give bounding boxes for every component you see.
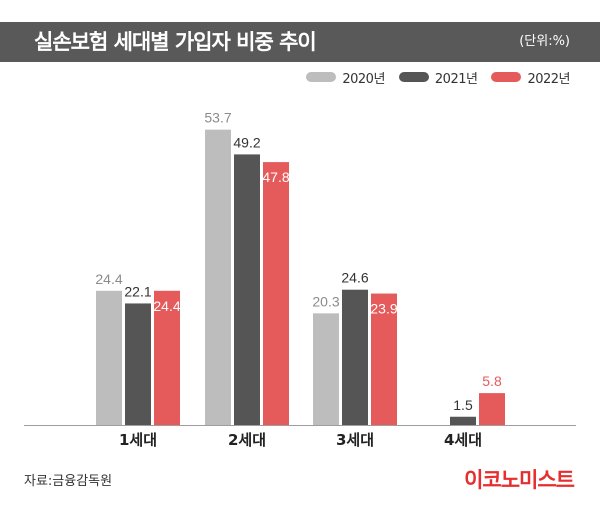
category-label: 3세대 <box>336 431 374 449</box>
bar-3-2022년 <box>371 293 397 425</box>
bar-1-2021년 <box>125 303 151 425</box>
legend-item-2020: 2020년 <box>306 68 385 87</box>
data-label: 24.6 <box>341 270 368 286</box>
bar-1-2020년 <box>96 290 122 425</box>
legend-label-2022: 2022년 <box>527 71 570 87</box>
data-label: 1.5 <box>453 397 473 413</box>
title-bar: 실손보험 세대별 가입자 비중 추이 (단위:%) <box>0 22 600 62</box>
legend-label-2021: 2021년 <box>434 71 478 87</box>
data-label: 24.4 <box>95 271 122 287</box>
legend: 2020년 2021년 2022년 <box>306 66 570 88</box>
data-label: 47.8 <box>262 169 289 185</box>
data-label: 22.1 <box>124 283 151 299</box>
data-label: 24.4 <box>153 298 180 314</box>
bar-3-2020년 <box>313 313 339 425</box>
chart-title: 실손보험 세대별 가입자 비중 추이 <box>34 30 317 54</box>
data-label: 23.9 <box>370 301 397 317</box>
unit-label: (단위:%) <box>519 34 570 49</box>
legend-item-2022: 2022년 <box>491 68 570 87</box>
legend-swatch-2020 <box>306 72 337 82</box>
legend-item-2021: 2021년 <box>398 68 478 87</box>
data-label: 5.8 <box>482 373 502 389</box>
legend-swatch-2021 <box>398 72 429 82</box>
category-label: 2세대 <box>228 431 266 449</box>
bar-1-2022년 <box>154 290 180 425</box>
bar-4-2022년 <box>479 393 505 425</box>
bar-2-2020년 <box>205 129 231 425</box>
category-label: 4세대 <box>444 431 482 449</box>
publisher-logo: 이코노미스트 <box>464 468 575 492</box>
data-label: 53.7 <box>204 110 231 126</box>
bar-3-2021년 <box>342 289 368 425</box>
bar-2-2022년 <box>263 162 289 425</box>
legend-swatch-2022 <box>491 72 522 82</box>
data-label: 20.3 <box>312 293 339 309</box>
category-label: 1세대 <box>119 431 157 449</box>
bar-4-2021년 <box>450 416 476 425</box>
bar-2-2021년 <box>234 154 260 425</box>
source-note: 자료:금융감독원 <box>24 474 113 489</box>
data-label: 49.2 <box>233 134 260 150</box>
legend-label-2020: 2020년 <box>342 71 385 87</box>
